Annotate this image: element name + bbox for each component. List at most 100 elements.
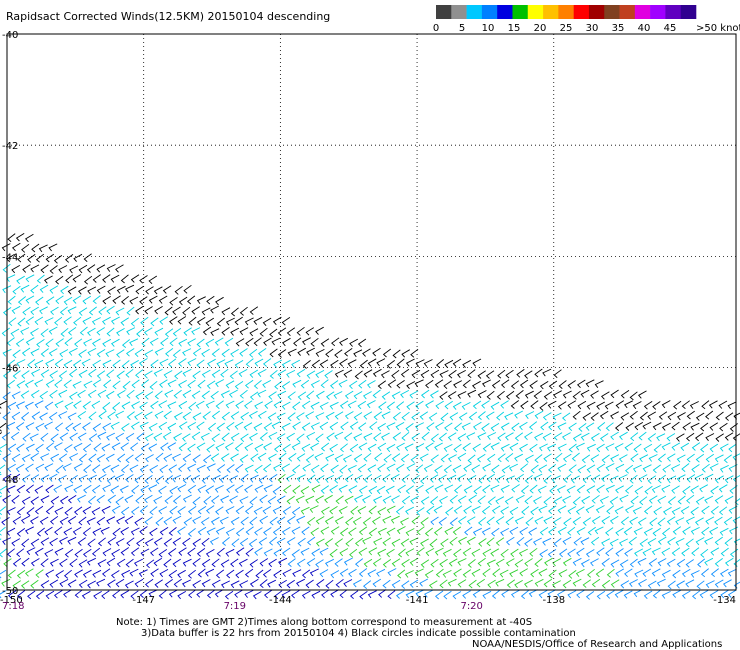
wind-barb — [623, 526, 633, 536]
wind-barb — [263, 548, 273, 557]
wind-barb — [539, 443, 548, 452]
wind-barb — [45, 358, 55, 367]
wind-barb — [74, 589, 83, 599]
wind-barb — [301, 526, 310, 536]
wind-barb — [44, 526, 53, 536]
wind-barb — [49, 370, 58, 379]
wind-barb — [220, 559, 230, 568]
wind-barb — [601, 516, 610, 525]
wind-barb — [187, 528, 196, 537]
wind-barb — [302, 360, 311, 369]
wind-barb — [463, 485, 473, 494]
wind-barb — [715, 433, 724, 442]
wind-barb — [139, 275, 148, 284]
wind-barb — [134, 517, 143, 526]
wind-barb — [575, 442, 585, 451]
wind-barb — [440, 412, 449, 422]
wind-barb — [244, 317, 254, 326]
wind-barb — [643, 505, 653, 515]
x-tick-label: -134 — [713, 595, 736, 606]
wind-barb — [578, 423, 587, 432]
wind-barb — [514, 516, 524, 525]
wind-barb — [53, 255, 63, 264]
wind-barb — [230, 349, 239, 358]
wind-barb — [524, 558, 533, 567]
wind-barb — [594, 380, 604, 388]
wind-barb — [547, 589, 557, 598]
wind-barb — [567, 548, 576, 557]
wind-barb — [562, 579, 572, 589]
wind-barb — [165, 348, 174, 357]
wind-barb — [230, 453, 239, 462]
wind-barb — [282, 443, 291, 453]
wind-barb — [305, 411, 315, 420]
wind-barb — [96, 264, 106, 273]
wind-barb — [500, 379, 510, 389]
x-tick-label: -150 — [0, 595, 23, 606]
legend-swatch — [512, 5, 529, 19]
wind-barb — [116, 453, 126, 463]
wind-barb — [334, 538, 343, 547]
wind-barb — [567, 590, 577, 599]
wind-barb — [50, 453, 60, 462]
wind-barb — [315, 348, 325, 357]
wind-barb — [183, 284, 192, 294]
wind-barb — [624, 484, 634, 494]
wind-barb — [694, 517, 704, 526]
wind-barb — [148, 443, 158, 452]
wind-barb — [172, 349, 181, 359]
wind-barb — [178, 547, 187, 556]
wind-barb — [120, 442, 129, 451]
wind-barb — [182, 348, 192, 356]
wind-barb — [538, 464, 548, 473]
wind-barb — [330, 570, 340, 579]
wind-barb — [262, 358, 272, 367]
wind-barb — [197, 485, 207, 493]
wind-barb — [40, 580, 50, 589]
wind-barb — [557, 463, 567, 472]
wind-barb — [187, 379, 196, 389]
wind-barb — [112, 380, 121, 390]
wind-barb — [153, 537, 163, 546]
wind-barb — [96, 494, 105, 504]
wind-barb — [202, 326, 212, 336]
wind-barb — [182, 494, 192, 503]
y-tick-label: -40 — [2, 30, 18, 41]
wind-barb — [115, 538, 125, 547]
wind-barb — [552, 412, 562, 421]
wind-barb — [511, 484, 520, 493]
wind-barb — [424, 569, 434, 579]
wind-barb — [315, 326, 324, 335]
wind-barb — [91, 338, 101, 347]
wind-barb — [309, 568, 319, 577]
wind-barb — [714, 516, 723, 526]
wind-barb — [45, 379, 55, 388]
wind-barb — [477, 370, 486, 379]
wind-barb — [44, 317, 54, 325]
wind-barb — [610, 559, 620, 568]
wind-barb — [585, 422, 595, 431]
wind-barb — [74, 338, 83, 348]
wind-barb — [471, 568, 481, 577]
wind-barb — [271, 337, 281, 346]
wind-barb — [342, 454, 352, 463]
wind-barb — [309, 505, 319, 513]
wind-barb — [16, 484, 26, 494]
wind-barb — [359, 591, 368, 600]
wind-barb — [686, 410, 695, 420]
wind-barb — [173, 412, 183, 421]
wind-barb — [371, 516, 381, 525]
wind-barb — [220, 390, 230, 399]
wind-barb — [68, 347, 78, 356]
wind-barb — [0, 548, 7, 558]
wind-barb — [230, 307, 239, 317]
wind-barb — [666, 516, 676, 525]
wind-barb — [415, 443, 425, 452]
wind-barb — [486, 516, 495, 526]
wind-barb — [319, 359, 329, 368]
wind-barb — [64, 254, 74, 263]
wind-barb — [148, 295, 158, 304]
wind-barb — [253, 380, 262, 389]
wind-barb — [543, 496, 552, 506]
wind-barb — [102, 274, 111, 283]
